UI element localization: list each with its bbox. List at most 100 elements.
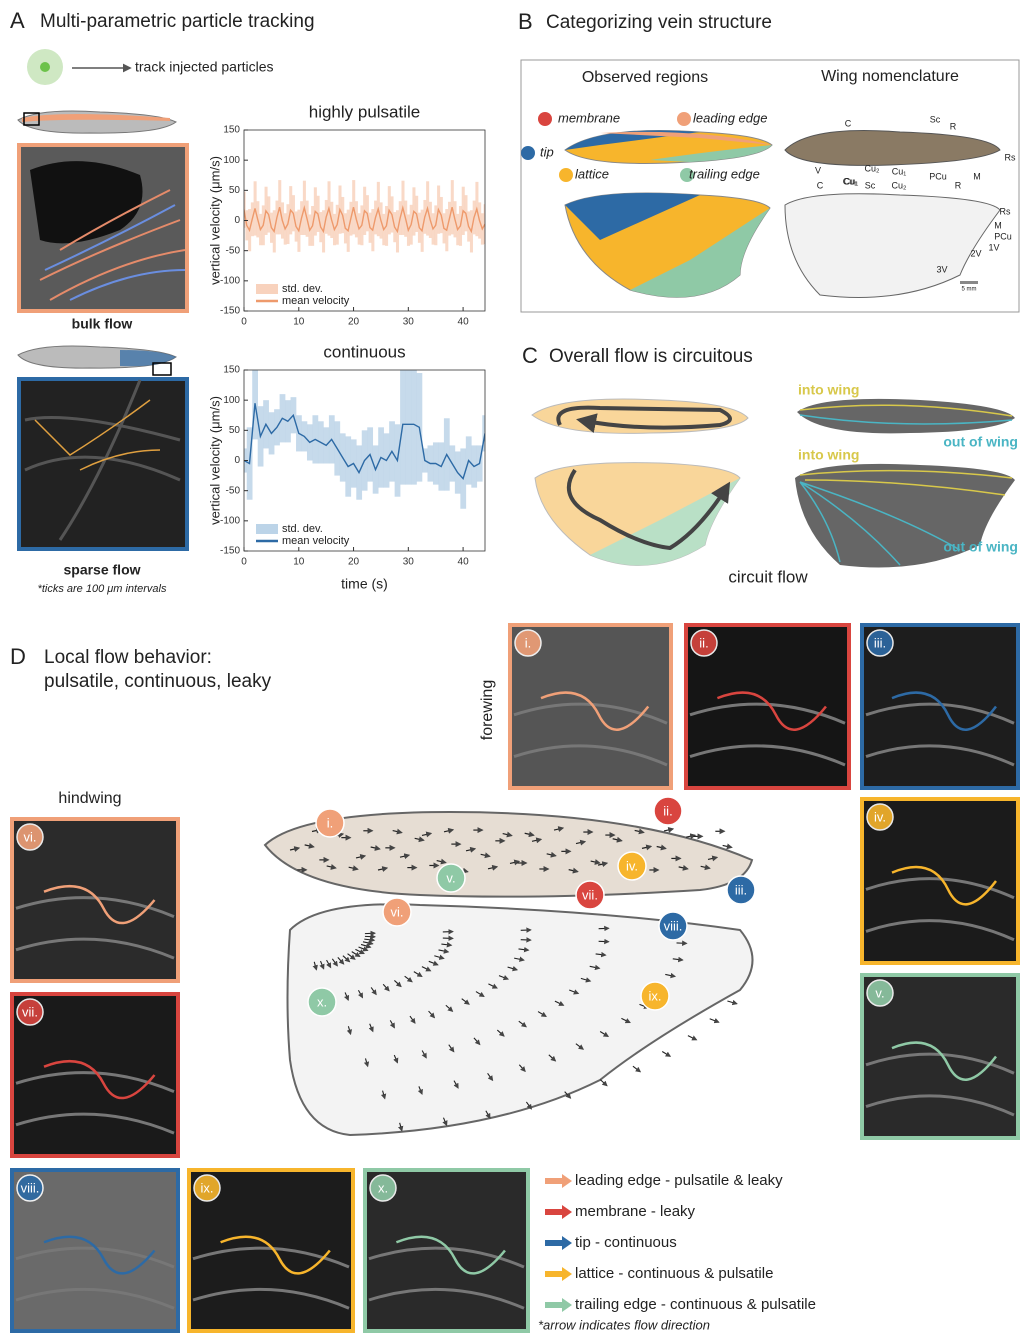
panel-title: Multi-parametric particle tracking xyxy=(40,11,315,32)
vein-label: 2V xyxy=(970,248,981,258)
panel-letter: B xyxy=(518,9,533,34)
wing-marker-label: i. xyxy=(327,815,334,830)
vein-label: PCu xyxy=(929,171,947,181)
legend-label: tip - continuous xyxy=(575,1234,677,1251)
flow-arrow xyxy=(664,829,673,831)
flow-arrow xyxy=(662,1051,670,1056)
panel-title: pulsatile, continuous, leaky xyxy=(44,671,272,692)
region-dot xyxy=(521,146,535,160)
x-tick-label: 0 xyxy=(241,557,247,568)
scale-bar xyxy=(960,281,978,284)
legend-label: mean velocity xyxy=(282,295,350,307)
vein-label: C xyxy=(817,180,824,190)
panel-label: vii. xyxy=(22,1004,38,1019)
label: out of wing xyxy=(943,434,1018,450)
panel-label: viii. xyxy=(21,1180,40,1195)
panel-title: Overall flow is circuitous xyxy=(549,346,753,367)
note: *arrow indicates flow direction xyxy=(538,1317,710,1332)
vein-label: M xyxy=(973,171,981,181)
legend-arrow xyxy=(545,1205,572,1219)
vein-label: C xyxy=(845,118,852,128)
y-tick-label: 50 xyxy=(229,185,241,196)
legend-label: trailing edge - continuous & pulsatile xyxy=(575,1296,816,1313)
region-label: membrane xyxy=(558,110,620,125)
vein-label: M xyxy=(994,220,1002,230)
panel-label: i. xyxy=(525,635,532,650)
legend-label: leading edge - pulsatile & leaky xyxy=(575,1172,783,1189)
vein-label: Sc xyxy=(930,114,941,124)
region-label: lattice xyxy=(575,166,609,181)
label: into wing xyxy=(798,382,859,398)
y-tick-label: -100 xyxy=(220,275,240,286)
chart-title: continuous xyxy=(323,342,405,361)
vein-label: Cu₁ xyxy=(843,176,858,186)
x-tick-label: 40 xyxy=(458,557,470,568)
x-tick-label: 10 xyxy=(293,317,305,328)
legend-label: lattice - continuous & pulsatile xyxy=(575,1265,773,1282)
x-axis-label: time (s) xyxy=(341,576,388,592)
legend-arrow xyxy=(545,1174,572,1188)
panel-label: ii. xyxy=(699,635,708,650)
y-tick-label: 100 xyxy=(223,395,240,406)
y-tick-label: -50 xyxy=(226,245,241,256)
y-axis-label: vertical velocity (μm/s) xyxy=(207,396,222,525)
legend-swatch xyxy=(256,284,278,294)
wing-marker-label: ii. xyxy=(663,803,672,818)
y-tick-label: -150 xyxy=(220,546,240,557)
x-tick-label: 40 xyxy=(458,317,470,328)
vein-label: Cu₂ xyxy=(892,180,908,190)
label: sparse flow xyxy=(63,562,140,578)
y-tick-label: 150 xyxy=(223,125,240,136)
wing-marker-label: ix. xyxy=(649,988,662,1003)
wing-thumb xyxy=(120,350,176,366)
hindwing xyxy=(288,904,753,1135)
vein-label: Cu₁ xyxy=(892,166,907,176)
label: track injected particles xyxy=(135,59,274,75)
x-tick-label: 0 xyxy=(241,317,247,328)
vein-label: PCu xyxy=(994,231,1012,241)
panel-label: v. xyxy=(875,985,884,1000)
flow-arrow xyxy=(633,1066,640,1071)
vein-label: Cu₂ xyxy=(865,163,881,173)
note: *ticks are 100 μm intervals xyxy=(38,583,167,595)
y-tick-label: -150 xyxy=(220,306,240,317)
scale-label: 5 mm xyxy=(962,287,977,293)
flow-arrow xyxy=(688,1036,697,1040)
y-tick-label: 0 xyxy=(234,455,240,466)
vein-label: R xyxy=(950,121,957,131)
chart-title: highly pulsatile xyxy=(309,102,421,121)
legend-label: std. dev. xyxy=(282,283,323,295)
panel-label: ix. xyxy=(201,1180,214,1195)
label: out of wing xyxy=(943,539,1018,555)
heading: Wing nomenclature xyxy=(821,68,959,85)
x-tick-label: 20 xyxy=(348,557,360,568)
y-tick-label: 100 xyxy=(223,155,240,166)
legend-arrow xyxy=(545,1267,572,1281)
vein-label: V xyxy=(815,165,821,175)
y-tick-label: -50 xyxy=(226,485,241,496)
label: circuit flow xyxy=(728,567,808,586)
panel-title: Categorizing vein structure xyxy=(546,12,772,33)
vein-label: Rs xyxy=(1005,152,1016,162)
region-dot xyxy=(559,168,573,182)
panel-letter: A xyxy=(10,8,25,33)
region-label: tip xyxy=(540,144,554,159)
flow-arrow xyxy=(723,845,732,847)
plot-area xyxy=(243,180,487,252)
x-tick-label: 20 xyxy=(348,317,360,328)
particle-icon xyxy=(40,62,50,72)
label: forewing xyxy=(479,680,496,740)
y-tick-label: 0 xyxy=(234,215,240,226)
figure: A Multi-parametric particle tracking tra… xyxy=(0,0,1020,1335)
vein-label: Rs xyxy=(1000,206,1011,216)
y-tick-label: -100 xyxy=(220,515,240,526)
flow-arrow xyxy=(727,1001,736,1004)
y-tick-label: 50 xyxy=(229,425,241,436)
wing-marker-label: iii. xyxy=(735,882,747,897)
legend-label: std. dev. xyxy=(282,523,323,535)
wing-marker-label: viii. xyxy=(664,918,683,933)
region-dot xyxy=(677,112,691,126)
region-label: trailing edge xyxy=(689,166,760,181)
heading: Observed regions xyxy=(582,69,708,86)
label: bulk flow xyxy=(72,316,133,332)
